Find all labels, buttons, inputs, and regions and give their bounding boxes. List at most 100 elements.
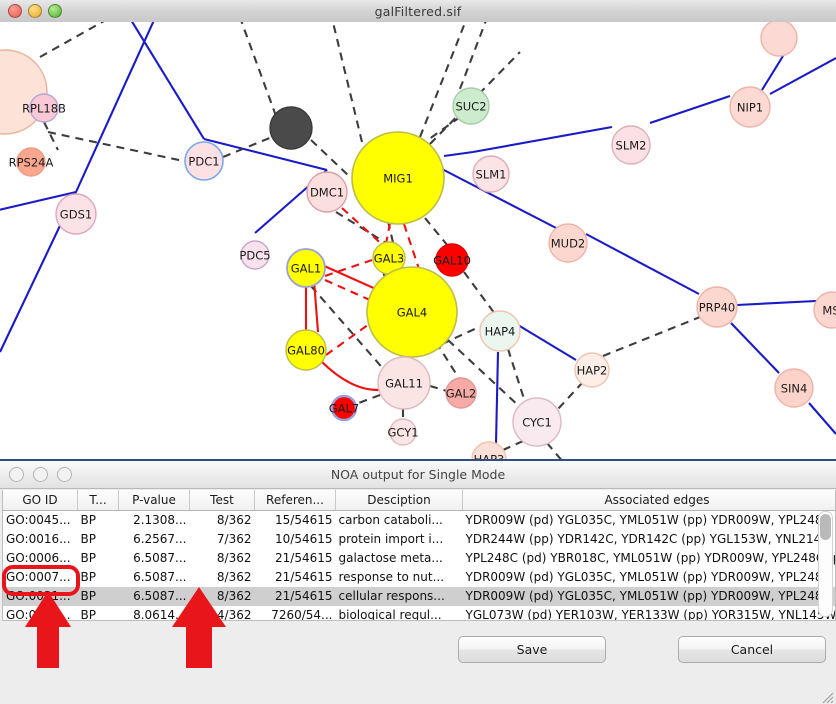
table-row-selected[interactable]: GO:0031... BP 6.5087... 8/362 21/54615 c…: [3, 587, 835, 606]
node-rpl18b[interactable]: [29, 93, 59, 123]
node-sin4[interactable]: [774, 368, 814, 408]
cell-description: carbon cataboli...: [338, 513, 443, 527]
network-canvas[interactable]: .pp{stroke:#1a1ac8;stroke-width:2.1;fill…: [0, 22, 836, 459]
cell-p-value: 6.5087...: [133, 551, 187, 565]
zoom-button[interactable]: [48, 4, 62, 18]
column-header-test[interactable]: Test: [189, 490, 255, 511]
cell-reference: 10/54615: [275, 532, 333, 546]
label-gal4: GAL4: [397, 306, 428, 320]
noa-titlebar: NOA output for Single Mode: [0, 461, 836, 489]
network-edges-pd: [39, 22, 701, 459]
cell-test: 8/362: [216, 513, 252, 527]
cell-edges: YDR009W (pd) YGL035C, YML051W (pp) YDR00…: [462, 587, 835, 606]
node-suc2[interactable]: [452, 87, 490, 125]
node-nip1[interactable]: [729, 86, 771, 128]
node-dmc1[interactable]: [306, 171, 348, 213]
cell-reference: 7260/54...: [271, 608, 333, 621]
noa-minimize-button[interactable]: [33, 467, 48, 482]
cell-edges: YPL248C (pd) YBR018C, YML051W (pp) YDR00…: [465, 551, 836, 565]
cell-go-id: GO:0007...: [6, 570, 71, 584]
node-prp40[interactable]: [696, 286, 738, 328]
resize-grip-icon[interactable]: [821, 691, 834, 704]
label-gal7: GAL7: [329, 402, 360, 416]
node-gal10[interactable]: [435, 243, 469, 277]
scrollbar-thumb[interactable]: [820, 514, 831, 540]
cell-type: BP: [80, 513, 96, 527]
cell-go-id: GO:0031...: [3, 587, 78, 606]
cell-test: 8/362: [189, 587, 255, 606]
cell-go-id: GO:0065...: [6, 608, 71, 621]
noa-close-button[interactable]: [9, 467, 24, 482]
node-pdc5[interactable]: [240, 240, 270, 270]
cell-p-value: 6.5087...: [118, 587, 190, 606]
network-node-labels: RPL18B RPS24A GDS1 PDC1 PDC5 DMC1 MIG1 S…: [9, 100, 836, 460]
cell-edges: YDR009W (pd) YGL035C, YML051W (pp) YDR00…: [465, 513, 836, 527]
node-mig1[interactable]: [351, 131, 445, 225]
cell-reference: 21/54615: [275, 551, 333, 565]
label-gds1: GDS1: [60, 208, 92, 222]
column-header-associated-edges[interactable]: Associated edges: [462, 490, 835, 511]
table-row[interactable]: GO:0007... BP 6.5087... 8/362 21/54615 r…: [3, 568, 836, 587]
node-hap2[interactable]: [574, 352, 610, 388]
cell-p-value: 6.2567...: [133, 532, 187, 546]
cancel-button[interactable]: Cancel: [678, 636, 826, 663]
window-controls[interactable]: [8, 4, 62, 18]
table-row[interactable]: GO:0016... BP 6.2567... 7/362 10/54615 p…: [3, 530, 835, 549]
node-cyc1[interactable]: [512, 397, 562, 447]
table-vertical-scrollbar[interactable]: [818, 511, 833, 617]
label-cyc1: CYC1: [522, 416, 552, 430]
label-gal80: GAL80: [287, 344, 325, 358]
node-gal4[interactable]: [366, 266, 458, 358]
node-gal2[interactable]: [445, 377, 477, 409]
noa-window-controls[interactable]: [9, 467, 72, 482]
node-mud2[interactable]: [548, 223, 588, 263]
node-pdc1[interactable]: [184, 141, 224, 181]
close-button[interactable]: [8, 4, 22, 18]
node-gcy1[interactable]: [389, 418, 417, 446]
column-header-type[interactable]: T...: [77, 490, 119, 511]
label-prp40: PRP40: [699, 301, 736, 315]
main-window-titlebar: galFiltered.sif: [0, 0, 836, 23]
table-row[interactable]: GO:0065... BP 8.0614... 94/362 7260/54..…: [3, 606, 835, 621]
cell-edges: YDR009W (pd) YGL035C, YML051W (pp) YDR00…: [465, 570, 836, 584]
node-gal7[interactable]: [330, 394, 358, 422]
cell-description: response to nut...: [338, 570, 445, 584]
minimize-button[interactable]: [28, 4, 42, 18]
node-topright[interactable]: [760, 22, 798, 57]
label-pdc5: PDC5: [239, 249, 270, 263]
cell-description: protein import i...: [338, 532, 444, 546]
node-gal11[interactable]: [377, 356, 431, 410]
node-gal80[interactable]: [285, 329, 327, 371]
cell-type: BP: [77, 587, 119, 606]
save-button[interactable]: Save: [458, 636, 606, 663]
node-gal1[interactable]: [286, 248, 326, 288]
table-row[interactable]: GO:0045... BP 2.1308... 8/362 15/54615 c…: [3, 511, 836, 531]
noa-results-table-container[interactable]: GO ID T... P-value Test Referen... Desci…: [2, 490, 836, 621]
column-header-reference[interactable]: Referen...: [254, 490, 336, 511]
cell-description: biological regul...: [338, 608, 442, 621]
table-row[interactable]: GO:0006... BP 6.5087... 8/362 21/54615 g…: [3, 549, 836, 568]
column-header-go-id[interactable]: GO ID: [3, 490, 78, 511]
label-slm1: SLM1: [476, 168, 507, 182]
window-title: galFiltered.sif: [374, 3, 462, 19]
cell-p-value: 6.5087...: [133, 570, 187, 584]
label-gal10: GAL10: [433, 254, 471, 268]
node-rps24a[interactable]: [16, 147, 46, 177]
column-header-p-value[interactable]: P-value: [118, 490, 190, 511]
node-grey[interactable]: [269, 106, 313, 150]
node-hap3[interactable]: [471, 441, 507, 459]
network-graph[interactable]: .pp{stroke:#1a1ac8;stroke-width:2.1;fill…: [0, 22, 836, 459]
node-gds1[interactable]: [55, 193, 97, 235]
node-msl[interactable]: [813, 291, 836, 329]
column-header-description[interactable]: Desciption: [335, 490, 463, 511]
node-slm2[interactable]: [611, 125, 651, 165]
node-hap4[interactable]: [479, 310, 521, 352]
label-slm2: SLM2: [616, 139, 647, 153]
node-slm1[interactable]: [472, 155, 510, 193]
noa-zoom-button[interactable]: [57, 467, 72, 482]
label-msl: MS: [822, 304, 836, 318]
noa-results-table[interactable]: GO ID T... P-value Test Referen... Desci…: [3, 490, 836, 621]
label-rpl18b: RPL18B: [22, 102, 66, 116]
network-nodes[interactable]: [0, 22, 836, 459]
cell-reference: 21/54615: [254, 587, 336, 606]
